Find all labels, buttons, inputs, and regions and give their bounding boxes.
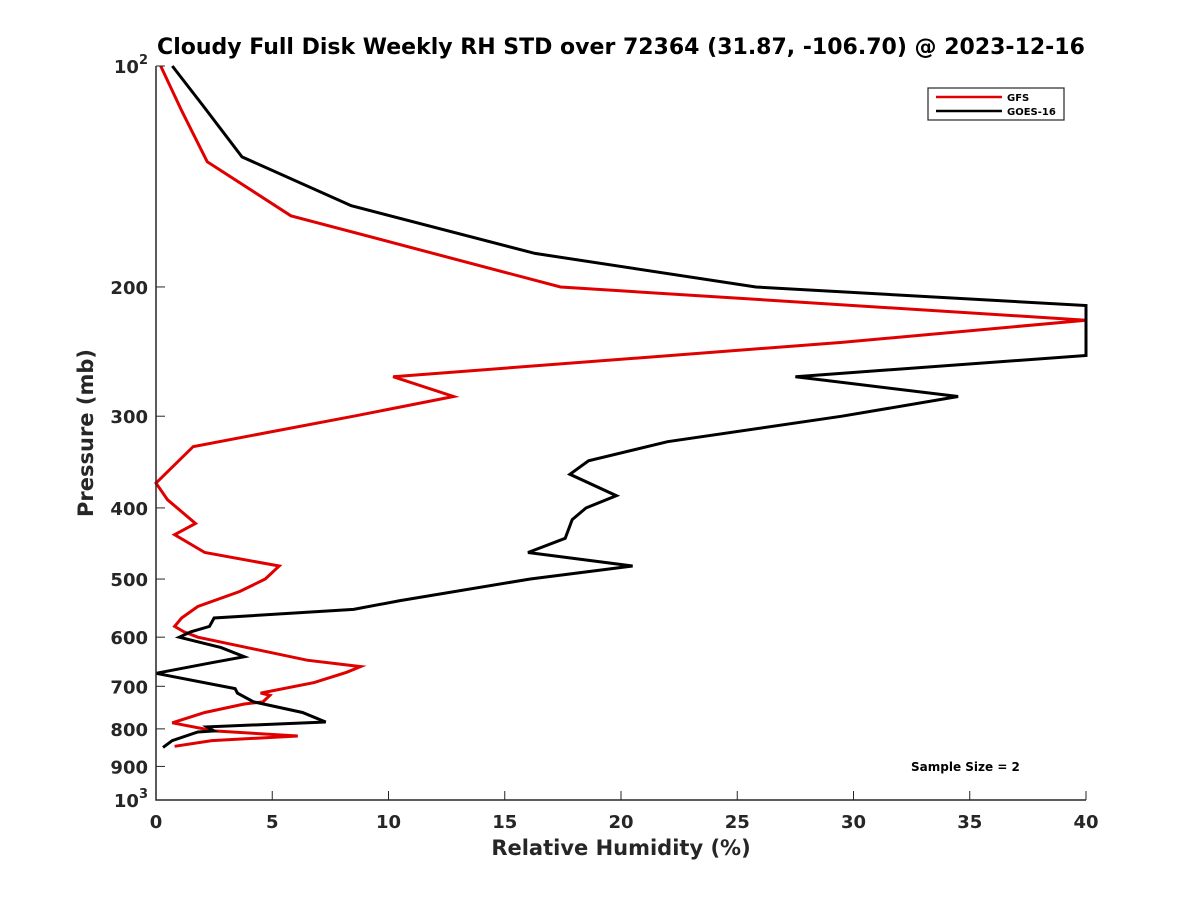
legend-label-goes16: GOES-16 (1007, 107, 1056, 118)
x-tick-label: 10 (376, 812, 401, 833)
x-tick-label: 30 (841, 812, 866, 833)
y-tick-label: 800 (110, 720, 148, 741)
x-tick-label: 40 (1073, 812, 1098, 833)
x-tick-label: 25 (725, 812, 750, 833)
y-tick-label: 300 (110, 407, 148, 428)
legend: GFS GOES-16 (927, 87, 1065, 121)
series-layer (154, 65, 1088, 749)
sample-size-annotation: Sample Size = 2 (911, 760, 1020, 774)
y-tick-label: 600 (110, 628, 148, 649)
y-tick-label: 500 (110, 570, 148, 591)
legend-label-gfs: GFS (1007, 93, 1029, 104)
x-tick-label: 20 (608, 812, 633, 833)
series-line-goes16 (155, 65, 1088, 749)
y-tick-label: 400 (110, 499, 148, 520)
legend-box (927, 87, 1065, 121)
x-tick-label: 35 (957, 812, 982, 833)
y-tick-label: 103 (114, 787, 148, 812)
x-tick-label: 0 (150, 812, 163, 833)
y-tick-label: 900 (110, 757, 148, 778)
y-ticks: 102 200 300 400 500 600 700 800 900 103 (110, 53, 165, 812)
y-axis-label: Pressure (mb) (74, 349, 98, 517)
series-line-gfs (154, 65, 1087, 748)
axes-frame (155, 66, 1086, 801)
x-tick-label: 5 (266, 812, 279, 833)
x-tick-label: 15 (492, 812, 517, 833)
chart-title: Cloudy Full Disk Weekly RH STD over 7236… (157, 35, 1085, 60)
x-axis-label: Relative Humidity (%) (491, 836, 750, 860)
y-tick-label: 700 (110, 677, 148, 698)
x-ticks: 0 5 10 15 20 25 30 35 40 (150, 791, 1099, 833)
y-tick-label: 102 (114, 53, 148, 78)
y-tick-label: 200 (110, 278, 148, 299)
